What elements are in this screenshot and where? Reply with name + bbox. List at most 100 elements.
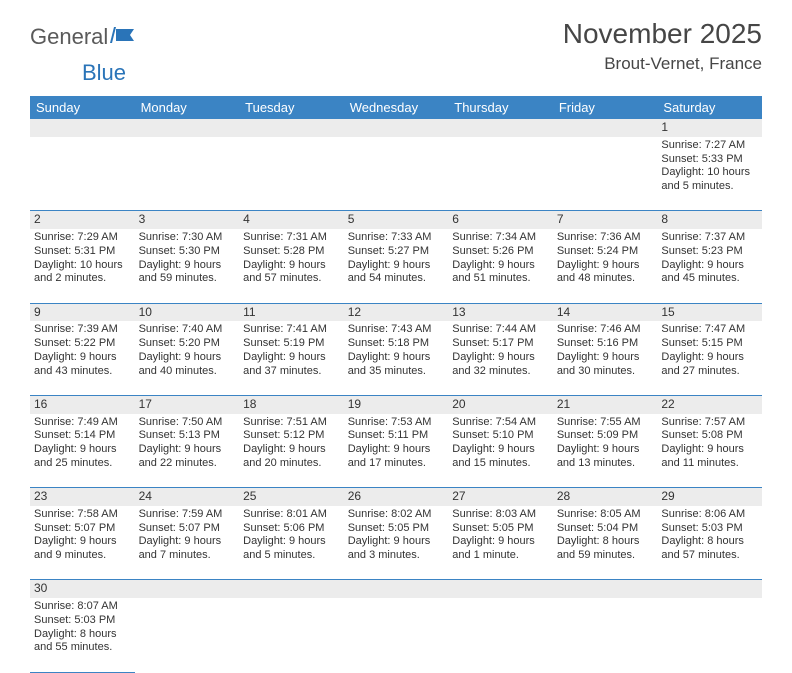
daynum-cell: 3	[135, 211, 240, 229]
day-number: 6	[452, 212, 459, 226]
daynum-cell: 21	[553, 395, 658, 413]
daynum-cell: 25	[239, 488, 344, 506]
day-number: 1	[661, 120, 668, 134]
calendar-cell: Sunrise: 7:57 AMSunset: 5:08 PMDaylight:…	[657, 414, 762, 488]
calendar-row: Sunrise: 7:29 AMSunset: 5:31 PMDaylight:…	[30, 229, 762, 303]
daynum-cell: 16	[30, 395, 135, 413]
sunrise-text: Sunrise: 7:51 AM	[243, 416, 340, 430]
calendar-row: Sunrise: 7:58 AMSunset: 5:07 PMDaylight:…	[30, 506, 762, 580]
daylight-text: Daylight: 9 hours and 30 minutes.	[557, 351, 654, 379]
daynum-cell: 5	[344, 211, 449, 229]
daylight-text: Daylight: 8 hours and 55 minutes.	[34, 628, 131, 656]
calendar-cell	[135, 598, 240, 672]
sunrise-text: Sunrise: 8:03 AM	[452, 508, 549, 522]
sunrise-text: Sunrise: 7:58 AM	[34, 508, 131, 522]
day-number: 15	[661, 305, 674, 319]
daylight-text: Daylight: 9 hours and 17 minutes.	[348, 443, 445, 471]
day-number: 10	[139, 305, 152, 319]
daynum-cell: 11	[239, 303, 344, 321]
daynum-cell: 14	[553, 303, 658, 321]
day-number: 28	[557, 489, 570, 503]
daylight-text: Daylight: 9 hours and 32 minutes.	[452, 351, 549, 379]
sunset-text: Sunset: 5:08 PM	[661, 429, 758, 443]
sunset-text: Sunset: 5:17 PM	[452, 337, 549, 351]
calendar-cell: Sunrise: 7:27 AMSunset: 5:33 PMDaylight:…	[657, 137, 762, 211]
daynum-cell	[448, 580, 553, 598]
day-number: 17	[139, 397, 152, 411]
sunset-text: Sunset: 5:16 PM	[557, 337, 654, 351]
sunrise-text: Sunrise: 7:49 AM	[34, 416, 131, 430]
sunrise-text: Sunrise: 7:57 AM	[661, 416, 758, 430]
daynum-cell	[553, 119, 658, 137]
calendar-cell: Sunrise: 7:53 AMSunset: 5:11 PMDaylight:…	[344, 414, 449, 488]
daynum-cell: 24	[135, 488, 240, 506]
calendar-cell: Sunrise: 8:07 AMSunset: 5:03 PMDaylight:…	[30, 598, 135, 672]
sunset-text: Sunset: 5:22 PM	[34, 337, 131, 351]
sunset-text: Sunset: 5:13 PM	[139, 429, 236, 443]
daylight-text: Daylight: 9 hours and 1 minute.	[452, 535, 549, 563]
day-number: 20	[452, 397, 465, 411]
calendar-cell	[553, 598, 658, 672]
day-number: 29	[661, 489, 674, 503]
daynum-row: 1	[30, 119, 762, 137]
weekday-header: Sunday	[30, 96, 135, 119]
daynum-cell	[448, 119, 553, 137]
day-number: 3	[139, 212, 146, 226]
daynum-cell	[344, 119, 449, 137]
daynum-cell: 6	[448, 211, 553, 229]
sunset-text: Sunset: 5:14 PM	[34, 429, 131, 443]
sunrise-text: Sunrise: 7:46 AM	[557, 323, 654, 337]
calendar-cell: Sunrise: 8:01 AMSunset: 5:06 PMDaylight:…	[239, 506, 344, 580]
sunrise-text: Sunrise: 7:43 AM	[348, 323, 445, 337]
day-number: 30	[34, 581, 47, 595]
day-number: 14	[557, 305, 570, 319]
weekday-header: Saturday	[657, 96, 762, 119]
sunrise-text: Sunrise: 7:40 AM	[139, 323, 236, 337]
sunset-text: Sunset: 5:33 PM	[661, 153, 758, 167]
calendar-cell: Sunrise: 7:37 AMSunset: 5:23 PMDaylight:…	[657, 229, 762, 303]
daylight-text: Daylight: 9 hours and 40 minutes.	[139, 351, 236, 379]
calendar-cell: Sunrise: 8:03 AMSunset: 5:05 PMDaylight:…	[448, 506, 553, 580]
daynum-cell: 30	[30, 580, 135, 598]
sunrise-text: Sunrise: 7:29 AM	[34, 231, 131, 245]
sunrise-text: Sunrise: 7:27 AM	[661, 139, 758, 153]
daynum-cell	[553, 580, 658, 598]
calendar-cell	[239, 137, 344, 211]
weekday-header: Thursday	[448, 96, 553, 119]
calendar-cell	[657, 598, 762, 672]
sunset-text: Sunset: 5:10 PM	[452, 429, 549, 443]
calendar-row: Sunrise: 8:07 AMSunset: 5:03 PMDaylight:…	[30, 598, 762, 672]
sunset-text: Sunset: 5:03 PM	[661, 522, 758, 536]
daynum-cell: 12	[344, 303, 449, 321]
sunrise-text: Sunrise: 7:41 AM	[243, 323, 340, 337]
day-number: 27	[452, 489, 465, 503]
calendar-row: Sunrise: 7:27 AMSunset: 5:33 PMDaylight:…	[30, 137, 762, 211]
calendar-cell	[448, 598, 553, 672]
daynum-cell: 19	[344, 395, 449, 413]
daylight-text: Daylight: 9 hours and 9 minutes.	[34, 535, 131, 563]
calendar-cell: Sunrise: 7:31 AMSunset: 5:28 PMDaylight:…	[239, 229, 344, 303]
day-number: 9	[34, 305, 41, 319]
daynum-row: 16171819202122	[30, 395, 762, 413]
day-number: 22	[661, 397, 674, 411]
sunrise-text: Sunrise: 7:50 AM	[139, 416, 236, 430]
daynum-cell	[344, 580, 449, 598]
day-number: 7	[557, 212, 564, 226]
sunset-text: Sunset: 5:06 PM	[243, 522, 340, 536]
calendar-cell	[135, 137, 240, 211]
calendar-cell: Sunrise: 7:59 AMSunset: 5:07 PMDaylight:…	[135, 506, 240, 580]
sunset-text: Sunset: 5:27 PM	[348, 245, 445, 259]
brand-text-blue: Blue	[82, 60, 126, 85]
calendar-cell: Sunrise: 7:55 AMSunset: 5:09 PMDaylight:…	[553, 414, 658, 488]
calendar-cell: Sunrise: 7:54 AMSunset: 5:10 PMDaylight:…	[448, 414, 553, 488]
calendar-cell: Sunrise: 7:47 AMSunset: 5:15 PMDaylight:…	[657, 321, 762, 395]
sunset-text: Sunset: 5:15 PM	[661, 337, 758, 351]
sunrise-text: Sunrise: 8:05 AM	[557, 508, 654, 522]
daylight-text: Daylight: 8 hours and 57 minutes.	[661, 535, 758, 563]
day-number: 16	[34, 397, 47, 411]
sunrise-text: Sunrise: 7:59 AM	[139, 508, 236, 522]
daylight-text: Daylight: 9 hours and 7 minutes.	[139, 535, 236, 563]
sunset-text: Sunset: 5:28 PM	[243, 245, 340, 259]
day-number: 24	[139, 489, 152, 503]
daynum-cell: 28	[553, 488, 658, 506]
